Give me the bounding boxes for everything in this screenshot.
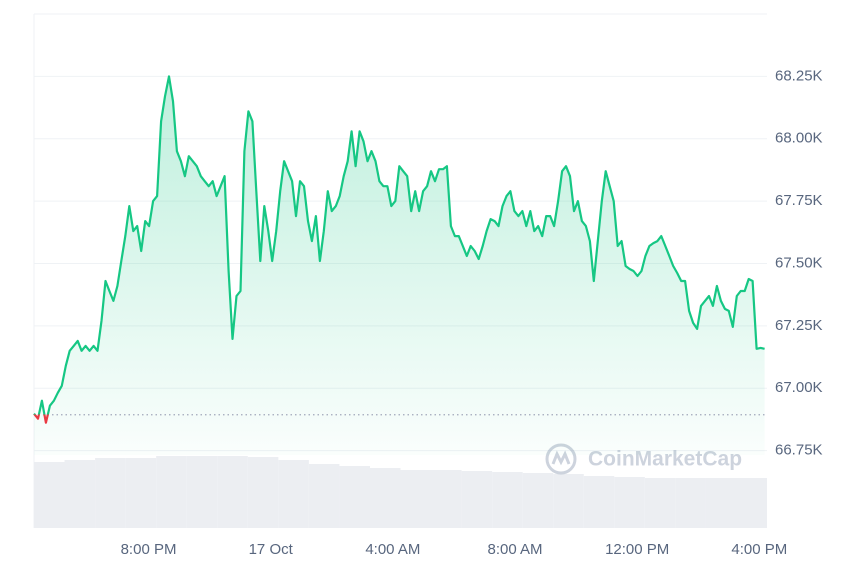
volume-bar xyxy=(400,470,432,528)
volume-bar xyxy=(34,462,65,528)
volume-bar xyxy=(583,476,615,528)
y-tick-label: 67.25K xyxy=(775,317,823,334)
x-tick-label: 17 Oct xyxy=(249,541,294,558)
price-line xyxy=(33,75,765,424)
y-tick-label: 68.25K xyxy=(775,67,823,84)
x-tick-label: 4:00 AM xyxy=(365,541,420,558)
y-tick-label: 68.00K xyxy=(775,130,823,147)
volume-bar xyxy=(675,478,706,528)
y-tick-label: 67.75K xyxy=(775,192,823,209)
volume-bar xyxy=(64,460,96,528)
volume-bar xyxy=(125,458,157,528)
x-tick-label: 12:00 PM xyxy=(605,541,669,558)
plot-layer xyxy=(33,75,767,456)
volume-bar xyxy=(278,460,309,528)
y-tick-label: 66.75K xyxy=(775,442,823,459)
volume-bar xyxy=(705,478,737,528)
watermark-logo-mark xyxy=(551,450,571,466)
volume-bar xyxy=(95,458,126,528)
volume-bar xyxy=(369,468,401,528)
x-tick-label: 8:00 PM xyxy=(121,541,177,558)
y-tick-label: 67.50K xyxy=(775,254,823,271)
volume-bar xyxy=(247,457,279,528)
volume-bar xyxy=(614,477,645,528)
volume-bar xyxy=(339,466,370,528)
volume-bar xyxy=(522,473,554,528)
price-area xyxy=(34,76,765,456)
volume-bar xyxy=(217,456,248,528)
volume-bar xyxy=(461,471,493,528)
volume-bar xyxy=(156,456,187,528)
x-tick-label: 4:00 PM xyxy=(731,541,787,558)
volume-bar xyxy=(492,472,523,528)
volume-bar xyxy=(644,478,676,528)
volume-layer xyxy=(34,456,767,528)
volume-bar xyxy=(186,456,218,528)
x-tick-label: 8:00 AM xyxy=(488,541,543,558)
volume-bar xyxy=(308,464,340,528)
volume-bar xyxy=(431,470,462,528)
y-tick-label: 67.00K xyxy=(775,379,823,396)
volume-bar xyxy=(553,474,584,528)
volume-bar xyxy=(736,478,767,528)
